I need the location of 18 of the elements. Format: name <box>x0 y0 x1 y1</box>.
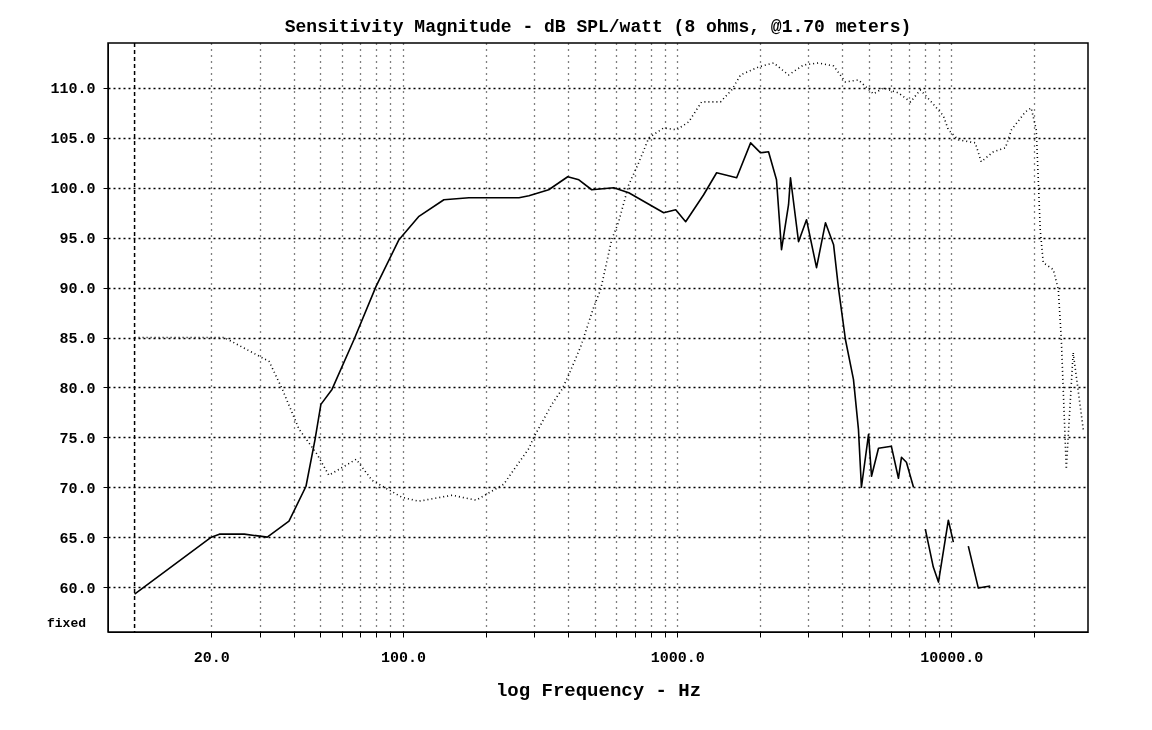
y-tick-label: 85.0 <box>59 331 96 348</box>
y-tick-label: 75.0 <box>59 430 96 448</box>
y-tick-label: 65.0 <box>59 530 96 548</box>
y-tick-label: 90.0 <box>59 281 96 299</box>
x-tick-label: 1000.0 <box>650 649 705 667</box>
y-tick-label: 105.0 <box>50 131 96 149</box>
text: fixed <box>46 616 86 631</box>
y-tick-label: 95.0 <box>59 231 96 249</box>
x-tick-label: 20.0 <box>193 649 230 667</box>
x-tick-label: 10000.0 <box>920 649 984 667</box>
y-tick-label: 70.0 <box>59 480 96 498</box>
chart-title: Sensitivity Magnitude - dB SPL/watt (8 ohms, @1.70 meters) <box>284 17 912 38</box>
x-axis-title: log Frequency - Hz <box>495 679 702 702</box>
y-tick-label: 110.0 <box>50 81 96 99</box>
y-tick-label: 60.0 <box>59 580 96 598</box>
y-tick-label: 100.0 <box>50 181 96 199</box>
y-tick-label: 80.0 <box>59 380 96 398</box>
x-tick-label: 100.0 <box>380 649 426 667</box>
